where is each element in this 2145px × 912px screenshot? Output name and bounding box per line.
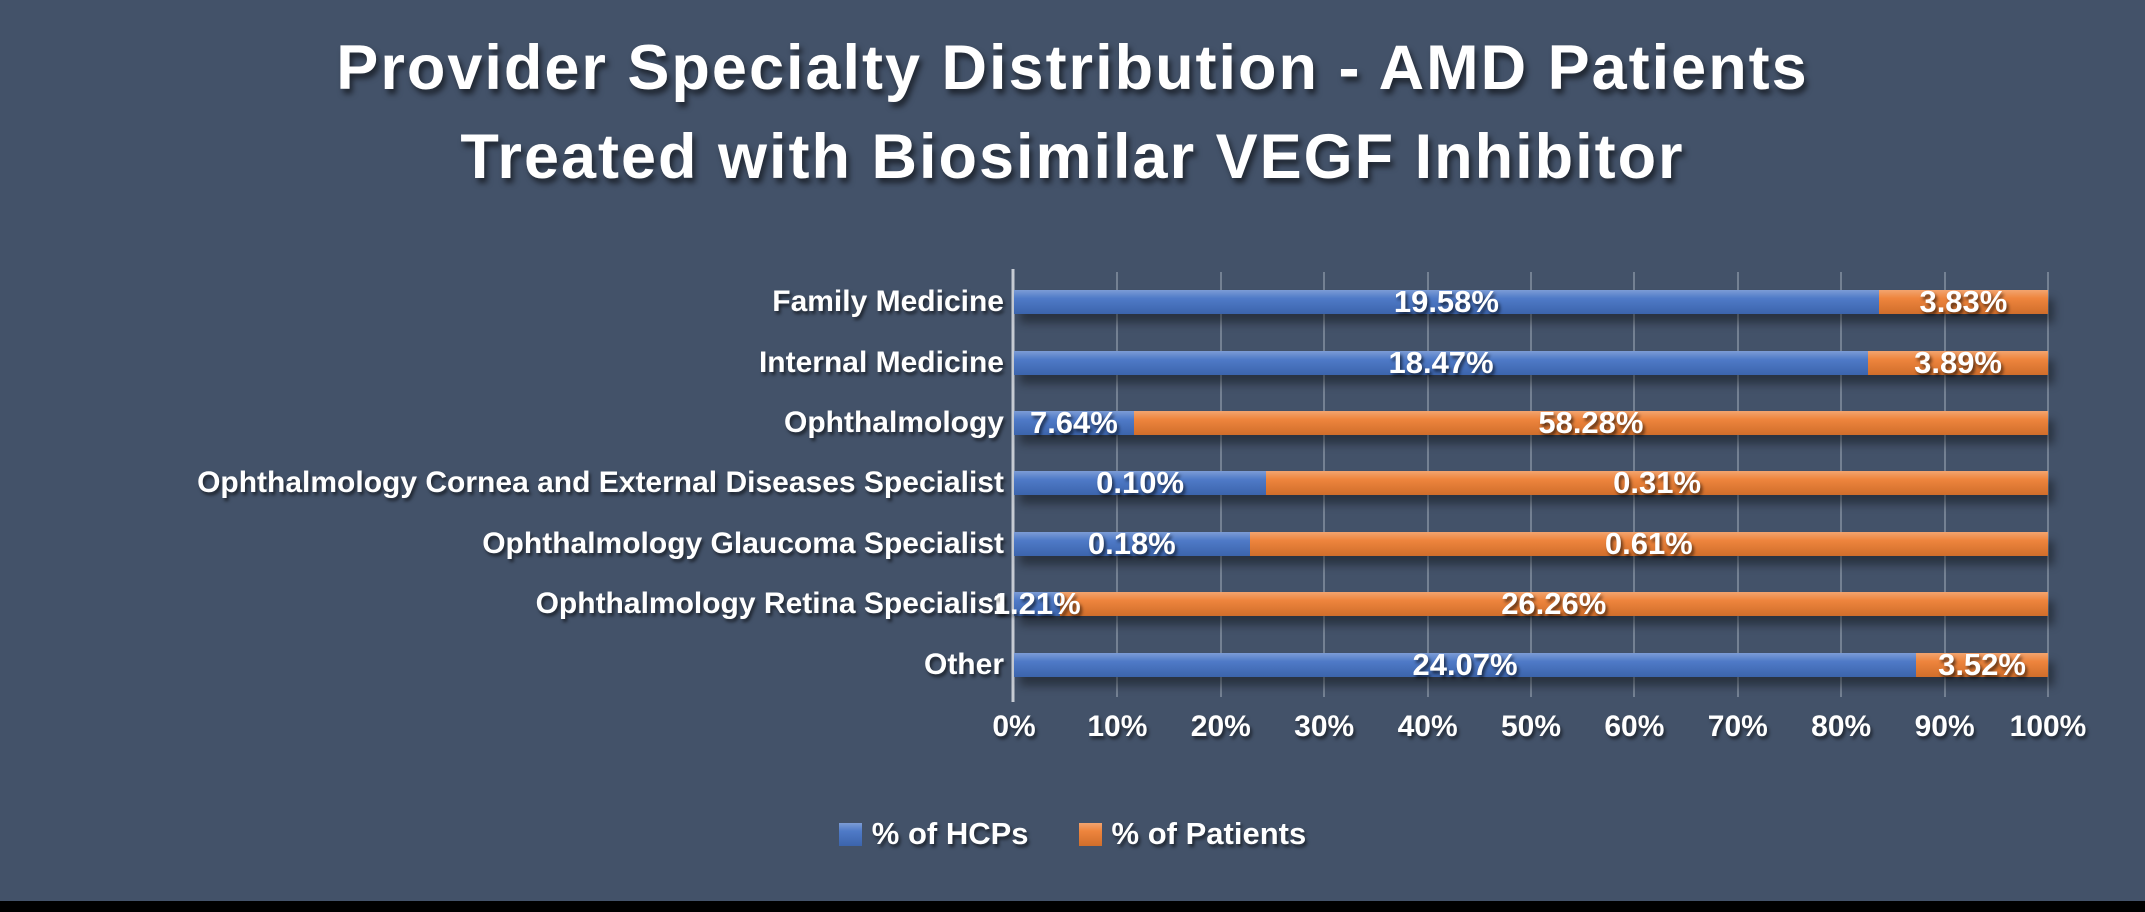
chart-title: Provider Specialty Distribution - AMD Pa…: [0, 24, 2145, 202]
stacked-bar: 24.07% 3.52%: [1014, 647, 2048, 682]
category-label: Other: [923, 647, 1004, 681]
value-label-patients: 0.61%: [1604, 525, 1693, 561]
value-label-hcps: 18.47%: [1388, 344, 1494, 380]
value-label-hcps: 0.10%: [1096, 465, 1185, 501]
legend-label: % of HCPs: [871, 816, 1029, 851]
bar-segment-hcps: [1014, 471, 1267, 496]
chart-title-line-2: Treated with Biosimilar VEGF Inhibitor: [460, 122, 1685, 192]
x-tick-label: 90%: [1914, 710, 1975, 743]
category-labels: Family Medicine Internal Medicine Ophthalm…: [0, 272, 1004, 695]
x-tick-label: 100%: [2009, 710, 2087, 743]
category-label: Ophthalmology Cornea and External Diseas…: [197, 466, 1004, 500]
value-label-hcps: 1.21%: [992, 586, 1081, 622]
bar-segment-hcps: [1014, 350, 1869, 375]
value-label-patients: 3.83%: [1919, 284, 2008, 320]
category-label: Ophthalmology Glaucoma Specialist: [482, 526, 1004, 560]
value-label-hcps: 0.18%: [1087, 525, 1176, 561]
bar-segment-patients: [1878, 290, 2048, 315]
category-label: Internal Medicine: [758, 345, 1004, 379]
bar-row: 7.64% 58.28%: [1014, 393, 2048, 453]
gridline: [2047, 272, 2049, 697]
category-label: Ophthalmology: [784, 406, 1004, 440]
bar-segment-hcps: [1014, 290, 1879, 315]
category-label: Family Medicine: [772, 285, 1004, 319]
value-label-patients: 58.28%: [1538, 405, 1644, 441]
x-tick-label: 40%: [1397, 710, 1458, 743]
legend-entry: % of HCPs: [838, 816, 1029, 852]
chart-title-line-1: Provider Specialty Distribution - AMD Pa…: [336, 33, 1809, 103]
x-axis-ticks: 0% 10% 20% 30% 40% 50% 60% 70% 80% 90% 100%: [992, 710, 2086, 752]
stacked-bar: 18.47% 3.89%: [1014, 345, 2048, 380]
x-tick-label: 30%: [1294, 710, 1355, 743]
bar-segment-patients: [1916, 652, 2048, 677]
x-tick-label: 80%: [1811, 710, 1872, 743]
stacked-bar: 0.18% 0.61%: [1014, 526, 2048, 561]
x-tick-label: 20%: [1190, 710, 1251, 743]
stacked-bar: 1.21% 26.26%: [993, 586, 2048, 621]
legend-swatch-patients: [1078, 822, 1102, 846]
bar-segment-patients: [1059, 592, 2048, 617]
value-label-patients: 26.26%: [1501, 586, 1607, 622]
bar-row: 0.10% 0.31%: [1014, 453, 2048, 513]
bar-segment-hcps: [1014, 652, 1917, 677]
bar-segment-patients: [1249, 531, 2048, 556]
value-label-patients: 3.89%: [1914, 344, 2002, 380]
x-tick-label: 70%: [1707, 710, 1768, 743]
bar-segment-hcps: [1014, 592, 1060, 617]
bar-segment-hcps: [1014, 531, 1250, 556]
x-tick-label: 50%: [1500, 710, 1562, 743]
x-tick-label: 60%: [1604, 710, 1665, 743]
category-label: Ophthalmology Retina Specialist: [535, 587, 1004, 621]
legend-entry: % of Patients: [1078, 816, 1307, 852]
value-label-patients: 3.52%: [1938, 646, 2026, 682]
bar-segment-hcps: [1014, 411, 1134, 436]
stacked-bar: 7.64% 58.28%: [1014, 405, 2048, 440]
bar-row: 24.07% 3.52%: [1014, 635, 2048, 695]
bar-row: 19.58% 3.83%: [1014, 272, 2048, 332]
bar-row: 0.18% 0.61%: [1014, 514, 2048, 574]
value-label-hcps: 24.07%: [1412, 646, 1518, 682]
legend: % of HCPs % of Patients: [0, 816, 2145, 852]
stacked-bar: 19.58% 3.83%: [1014, 284, 2048, 319]
bars-container: 19.58% 3.83% 18.47% 3.89% 7.64% 58.28% 0.10% 0.…: [993, 272, 2048, 695]
bar-segment-patients: [1133, 411, 2048, 436]
bar-row: 1.21% 26.26%: [993, 574, 2048, 634]
bar-segment-patients: [1266, 471, 2048, 496]
x-tick-label: 10%: [1087, 710, 1148, 743]
legend-swatch-hcps: [838, 822, 862, 846]
value-label-hcps: 7.64%: [1029, 405, 1118, 441]
x-tick-label: 0%: [992, 710, 1036, 743]
bottom-black-strip: [0, 901, 2145, 912]
plot-area: 19.58% 3.83% 18.47% 3.89% 7.64% 58.28% 0.10% 0.…: [993, 269, 2049, 702]
value-label-patients: 0.31%: [1613, 465, 1702, 501]
stacked-bar: 0.10% 0.31%: [1014, 465, 2048, 500]
value-label-hcps: 19.58%: [1393, 284, 1499, 320]
legend-label: % of Patients: [1111, 816, 1307, 851]
bar-segment-patients: [1868, 350, 2048, 375]
y-axis-line: [1011, 269, 1015, 702]
bar-row: 18.47% 3.89%: [1014, 332, 2048, 392]
